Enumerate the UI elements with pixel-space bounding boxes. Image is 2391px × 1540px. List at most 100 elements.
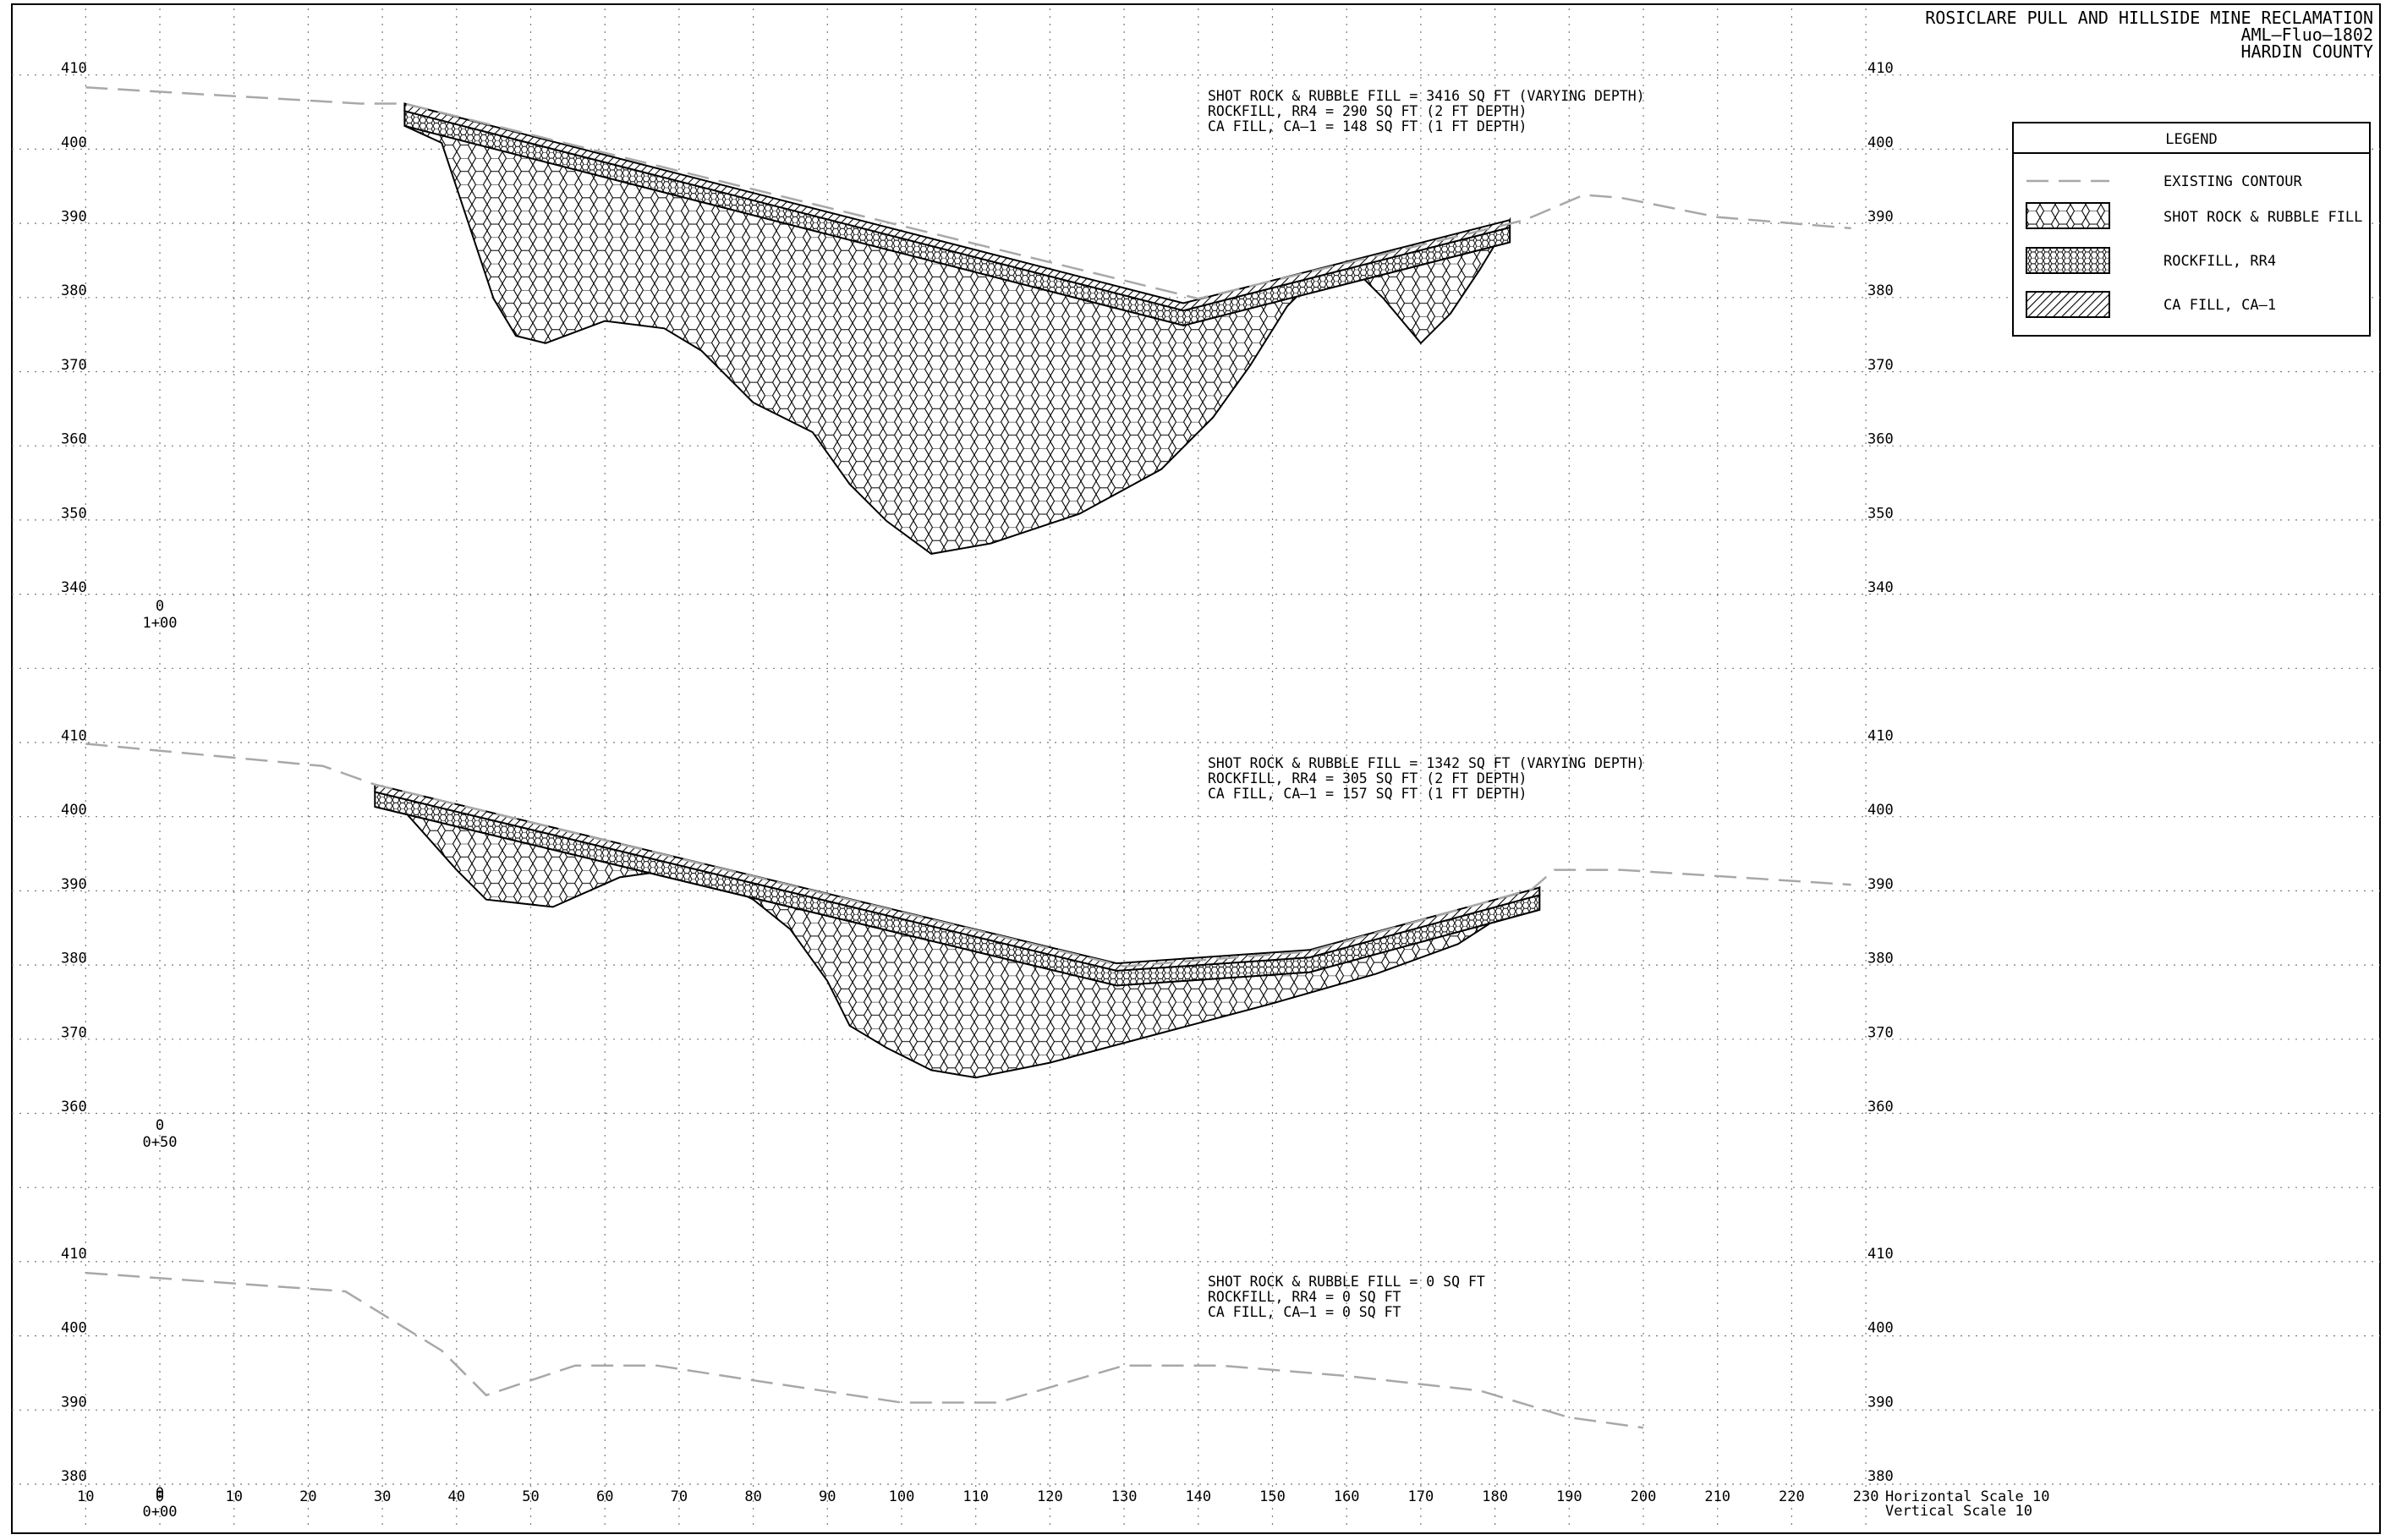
elevation-labels: 410 410 400 400 390 390 380 380 370 370 360 360 350 3… <box>61 60 1894 1485</box>
x-tick-label: 10 <box>225 1488 242 1505</box>
x-tick-label: 120 <box>1037 1488 1063 1505</box>
diagonal-hatch-swatch-icon <box>2026 291 2110 318</box>
station-offset: 0 <box>156 1485 164 1502</box>
elevation-label-left: 400 <box>61 802 87 819</box>
section-1-notes: SHOT ROCK & RUBBLE FILL = 3416 SQ FT (VA… <box>143 88 1645 632</box>
legend: LEGEND EXISTING CONTOUR SHOT ROCK & RUBB… <box>2012 122 2371 337</box>
x-tick-label: 130 <box>1111 1488 1138 1505</box>
note-shot-rock: SHOT ROCK & RUBBLE FILL = 0 SQ FT <box>1208 1274 1485 1290</box>
x-tick-label: 160 <box>1334 1488 1360 1505</box>
shot-rock-rubble-fill <box>403 124 1511 555</box>
elevation-label-right: 410 <box>1867 1246 1894 1263</box>
legend-title: LEGEND <box>2165 131 2217 148</box>
x-tick-label: 0 <box>156 1488 164 1505</box>
elevation-label-left: 410 <box>61 60 87 77</box>
note-shot-rock: SHOT ROCK & RUBBLE FILL = 1342 SQ FT (VA… <box>1208 755 1645 771</box>
x-tick-label: 220 <box>1779 1488 1805 1505</box>
elevation-label-right: 400 <box>1867 802 1894 819</box>
x-tick-label: 30 <box>374 1488 391 1505</box>
x-tick-label: 140 <box>1185 1488 1211 1505</box>
existing-contours <box>85 86 1851 1429</box>
elevation-label-right: 400 <box>1867 134 1894 151</box>
elevation-label-right: 390 <box>1867 876 1894 893</box>
station-offset: 0 <box>156 1117 164 1134</box>
elevation-label-left: 350 <box>61 505 87 522</box>
note-rockfill: ROCKFILL, RR4 = 290 SQ FT (2 FT DEPTH) <box>1208 103 1527 119</box>
elevation-label-right: 360 <box>1867 431 1894 448</box>
x-tick-label: 200 <box>1631 1488 1657 1505</box>
horizontal-scale-note: Horizontal Scale 10 <box>1885 1488 2049 1505</box>
elevation-label-right: 350 <box>1867 505 1894 522</box>
note-rockfill: ROCKFILL, RR4 = 305 SQ FT (2 FT DEPTH) <box>1208 770 1527 786</box>
x-tick-label: 230 <box>1853 1488 1879 1505</box>
note-ca-fill: CA FILL, CA–1 = 148 SQ FT (1 FT DEPTH) <box>1208 118 1527 134</box>
elevation-label-left: 390 <box>61 209 87 226</box>
station-label: 0+00 <box>143 1504 178 1521</box>
small-hex-hatch-swatch-icon <box>2026 247 2110 274</box>
x-tick-label: 100 <box>889 1488 915 1505</box>
elevation-label-left: 380 <box>61 282 87 299</box>
elevation-label-right: 340 <box>1867 579 1894 596</box>
x-tick-label: 50 <box>522 1488 539 1505</box>
elevation-label-left: 400 <box>61 1320 87 1337</box>
elevation-label-right: 360 <box>1867 1099 1894 1115</box>
x-tick-label: 70 <box>671 1488 688 1505</box>
elevation-label-left: 380 <box>61 951 87 967</box>
fill-regions <box>374 102 1541 1079</box>
legend-label-existing-contour: EXISTING CONTOUR <box>2163 173 2303 190</box>
elevation-label-right: 390 <box>1867 209 1894 226</box>
section-3-notes: SHOT ROCK & RUBBLE FILL = 0 SQ FT ROCKFI… <box>143 1274 1485 1521</box>
elevation-label-left: 370 <box>61 357 87 374</box>
project-number: AML–Fluo–1802 <box>2240 25 2373 45</box>
elevation-label-right: 370 <box>1867 357 1894 374</box>
vertical-scale-note: Vertical Scale 10 <box>1885 1503 2032 1520</box>
grid-lines <box>12 8 2380 1531</box>
existing-contour-line <box>85 86 1851 300</box>
elevation-label-right: 380 <box>1867 282 1894 299</box>
x-tick-label: 90 <box>819 1488 836 1505</box>
x-tick-label: 190 <box>1556 1488 1582 1505</box>
sheet-border <box>11 3 2381 1534</box>
title-block: ROSICLARE PULL AND HILLSIDE MINE RECLAMA… <box>1925 8 2373 62</box>
x-tick-label: 60 <box>596 1488 613 1505</box>
x-tick-label: 150 <box>1259 1488 1286 1505</box>
elevation-label-right: 410 <box>1867 728 1894 745</box>
station-offset: 0 <box>156 598 164 615</box>
x-tick-label: 80 <box>744 1488 761 1505</box>
elevation-label-left: 390 <box>61 1394 87 1411</box>
elevation-label-left: 400 <box>61 134 87 151</box>
elevation-label-left: 360 <box>61 1099 87 1115</box>
elevation-label-right: 390 <box>1867 1394 1894 1411</box>
x-tick-label: 10 <box>77 1488 94 1505</box>
elevation-label-right: 400 <box>1867 1320 1894 1337</box>
x-tick-label: 110 <box>962 1488 989 1505</box>
x-axis-tick-labels: 10 0 10 20 30 40 50 60 70 80 90 100 110 120 130 140 150 1… <box>77 1488 1878 1505</box>
section-2-notes: SHOT ROCK & RUBBLE FILL = 1342 SQ FT (VA… <box>143 755 1645 1151</box>
existing-contour-line <box>85 1271 1644 1429</box>
x-tick-label: 170 <box>1408 1488 1434 1505</box>
county-name: HARDIN COUNTY <box>2240 41 2373 62</box>
station-label: 0+50 <box>143 1134 178 1151</box>
note-ca-fill: CA FILL, CA–1 = 157 SQ FT (1 FT DEPTH) <box>1208 786 1527 802</box>
existing-contour-line <box>85 743 1851 967</box>
elevation-label-right: 380 <box>1867 1468 1894 1485</box>
elevation-label-left: 410 <box>61 1246 87 1263</box>
elevation-label-left: 370 <box>61 1024 87 1041</box>
x-tick-label: 20 <box>299 1488 316 1505</box>
ca-fill-layer <box>374 783 1541 972</box>
note-rockfill: ROCKFILL, RR4 = 0 SQ FT <box>1208 1289 1401 1305</box>
elevation-label-left: 360 <box>61 431 87 448</box>
elevation-label-left: 390 <box>61 876 87 893</box>
station-label: 1+00 <box>143 615 178 632</box>
elevation-label-right: 410 <box>1867 60 1894 77</box>
project-title: ROSICLARE PULL AND HILLSIDE MINE RECLAMA… <box>1925 8 2373 28</box>
elevation-label-left: 340 <box>61 579 87 596</box>
note-shot-rock: SHOT ROCK & RUBBLE FILL = 3416 SQ FT (VA… <box>1208 88 1645 104</box>
legend-label-shot-rock: SHOT ROCK & RUBBLE FILL <box>2163 209 2362 226</box>
legend-label-ca-fill: CA FILL, CA–1 <box>2163 297 2276 314</box>
elevation-label-left: 380 <box>61 1468 87 1485</box>
x-tick-label: 180 <box>1482 1488 1508 1505</box>
legend-label-rockfill: ROCKFILL, RR4 <box>2163 253 2276 270</box>
elevation-label-right: 370 <box>1867 1024 1894 1041</box>
